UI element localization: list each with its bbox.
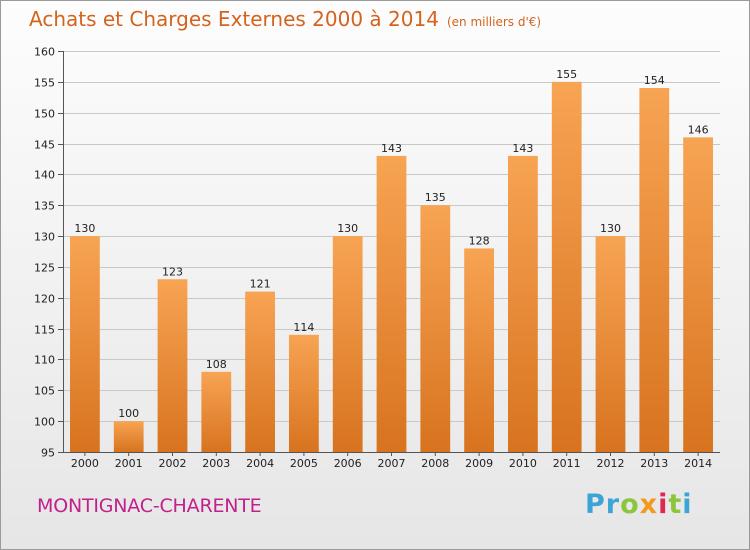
x-tick-label: 2005: [290, 457, 318, 470]
y-tick-label: 120: [34, 293, 55, 306]
bar-2004: [245, 291, 275, 452]
y-tick-label: 100: [34, 416, 55, 429]
chart-title: Achats et Charges Externes 2000 à 2014 (e…: [29, 7, 541, 31]
commune-name: MONTIGNAC-CHARENTE: [37, 495, 262, 517]
y-tick-label: 150: [34, 108, 55, 121]
bar-value-label: 146: [688, 123, 709, 136]
bar-2003: [201, 371, 232, 452]
x-tick-label: 2010: [509, 457, 537, 470]
x-tick-label: 2007: [378, 457, 406, 470]
y-axis: 95 100 105 110 115 120 125 130 135 140 145 150 155 16…: [34, 46, 64, 460]
bar-2007: [376, 155, 407, 452]
bar-2013: [639, 88, 670, 452]
y-tick-label: 135: [34, 200, 55, 213]
bar-2001: [113, 421, 144, 452]
x-axis: 2000 2001 2002 2003 2004 2005 2006 2007 2008 2009…: [63, 452, 720, 470]
chart-title-text: Achats et Charges Externes 2000 à 2014: [29, 7, 439, 31]
y-tick-label: 130: [34, 231, 55, 244]
y-tick-label: 155: [34, 77, 55, 90]
bar-2000: [70, 236, 100, 452]
bar-value-label: 130: [337, 222, 358, 235]
bar-value-label: 100: [118, 407, 139, 420]
x-tick-label: 2002: [159, 457, 187, 470]
y-tick-label: 110: [34, 354, 55, 367]
bar-2011: [551, 81, 582, 452]
bar-2005: [289, 334, 319, 452]
x-tick-label: 2014: [684, 457, 712, 470]
y-tick-label: 115: [34, 324, 55, 337]
y-tick-label: 145: [34, 139, 55, 152]
x-tick-label: 2001: [115, 457, 143, 470]
bar-value-label: 143: [512, 142, 533, 155]
proxiti-logo: Proxiti: [585, 489, 693, 520]
bar-value-label: 114: [293, 321, 314, 334]
bar-2006: [332, 236, 363, 452]
bar-value-label: 130: [74, 222, 95, 235]
bar-value-label: 135: [425, 191, 446, 204]
bar-value-label: 108: [206, 358, 227, 371]
chart-subtitle: (en milliers d'€): [446, 15, 542, 29]
x-tick-label: 2004: [246, 457, 274, 470]
bar-2014: [683, 137, 713, 452]
bar-value-label: 130: [600, 222, 621, 235]
x-tick-label: 2013: [640, 457, 668, 470]
x-tick-label: 2009: [465, 457, 493, 470]
bar-value-label: 128: [469, 234, 490, 247]
bar-value-label: 143: [381, 142, 402, 155]
bar-value-label: 121: [250, 278, 271, 291]
x-tick-label: 2003: [202, 457, 230, 470]
x-tick-label: 2006: [334, 457, 362, 470]
bar-value-label: 154: [644, 74, 665, 87]
y-tick-label: 95: [41, 447, 55, 460]
y-tick-label: 125: [34, 262, 55, 275]
x-tick-label: 2000: [71, 457, 99, 470]
x-tick-label: 2012: [597, 457, 625, 470]
bar-2009: [464, 248, 494, 452]
bar-value-label: 155: [556, 68, 577, 81]
y-tick-label: 140: [34, 169, 55, 182]
x-tick-label: 2008: [421, 457, 449, 470]
bars: 130 100 123 108 121 114 130 143 135 128 143 155 130 1…: [70, 68, 713, 452]
bar-2012: [595, 236, 626, 452]
x-tick-label: 2011: [553, 457, 581, 470]
bar-2002: [157, 279, 188, 452]
y-tick-label: 160: [34, 46, 55, 59]
bar-2008: [420, 205, 451, 452]
bar-2010: [508, 155, 538, 452]
y-tick-label: 105: [34, 385, 55, 398]
bar-value-label: 123: [162, 265, 183, 278]
